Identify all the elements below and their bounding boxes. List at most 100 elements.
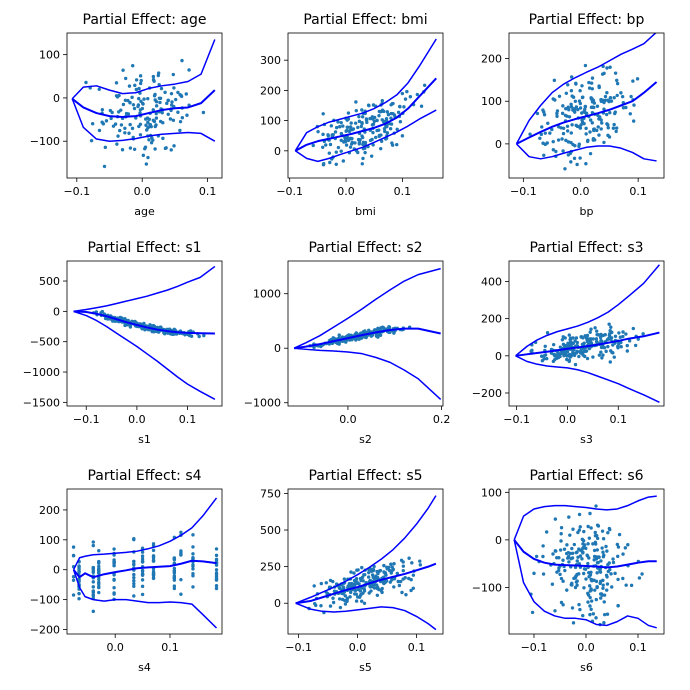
- upper-bound-line: [513, 495, 657, 541]
- scatter-point: [632, 103, 636, 107]
- scatter-point: [621, 330, 625, 334]
- scatter-point: [411, 573, 416, 577]
- scatter-point: [132, 562, 136, 567]
- scatter-point: [71, 575, 76, 579]
- scatter-point: [566, 556, 570, 560]
- scatter-point: [602, 612, 607, 617]
- scatter-point: [154, 104, 159, 108]
- scatter-point: [539, 132, 544, 137]
- scatter-point: [169, 148, 173, 152]
- scatter-point: [377, 134, 381, 139]
- scatter-point: [566, 105, 570, 109]
- lower-bound-line: [294, 109, 437, 163]
- scatter-point: [380, 325, 385, 329]
- scatter-point: [133, 83, 137, 88]
- scatter-point: [91, 585, 95, 589]
- scatter-point: [535, 111, 540, 116]
- scatter-point: [130, 126, 135, 131]
- scatter-point: [572, 542, 577, 547]
- scatter-point: [389, 122, 394, 126]
- scatter-point: [389, 562, 393, 566]
- scatter-point: [77, 597, 81, 601]
- scatter-point: [619, 91, 623, 95]
- scatter-point: [355, 581, 359, 586]
- scatter-point: [635, 77, 640, 81]
- scatter-point: [616, 577, 620, 582]
- scatter-point: [567, 108, 571, 112]
- scatter-point: [132, 584, 136, 588]
- scatter-series: [311, 83, 427, 167]
- scatter-point: [599, 127, 603, 131]
- scatter-point: [113, 122, 118, 126]
- scatter-point: [559, 532, 563, 536]
- scatter-point: [581, 95, 585, 99]
- scatter-point: [405, 89, 409, 94]
- scatter-point: [339, 138, 343, 143]
- scatter-point: [600, 121, 604, 125]
- scatter-point: [580, 84, 584, 88]
- scatter-point: [152, 79, 156, 83]
- scatter-point: [356, 150, 360, 155]
- scatter-point: [564, 107, 568, 111]
- scatter-point: [385, 131, 390, 135]
- y-tick-label: 1000: [253, 288, 281, 301]
- scatter-point: [568, 336, 573, 341]
- scatter-point: [141, 153, 146, 158]
- scatter-point: [112, 560, 116, 564]
- scatter-point: [191, 585, 195, 589]
- scatter-point: [161, 136, 165, 141]
- scatter-point: [553, 609, 557, 613]
- scatter-point: [132, 559, 136, 564]
- scatter-point: [71, 545, 76, 549]
- scatter-point: [552, 352, 556, 357]
- scatter-point: [616, 346, 620, 350]
- scatter-point: [557, 556, 561, 560]
- scatter-point: [625, 349, 630, 353]
- scatter-point: [580, 118, 584, 122]
- scatter-point: [532, 571, 536, 576]
- scatter-point: [641, 332, 645, 336]
- subplot-title: Partial Effect: bmi: [303, 12, 427, 28]
- axes-frame: [287, 260, 444, 407]
- scatter-point: [607, 99, 611, 104]
- scatter-point: [573, 576, 577, 580]
- scatter-point: [191, 556, 195, 560]
- y-tick-label: 0: [495, 534, 502, 547]
- scatter-point: [151, 108, 155, 112]
- scatter-point: [593, 326, 597, 330]
- scatter-point: [553, 357, 557, 362]
- scatter-point: [599, 338, 603, 343]
- scatter-point: [374, 583, 379, 587]
- scatter-point: [338, 605, 343, 610]
- scatter-point: [380, 108, 385, 112]
- scatter-point: [625, 343, 629, 348]
- scatter-point: [582, 543, 587, 547]
- axes-frame: [66, 32, 223, 179]
- scatter-point: [604, 112, 609, 117]
- scatter-point: [619, 340, 623, 345]
- scatter-point: [584, 546, 588, 551]
- scatter-point: [569, 160, 573, 164]
- fit-line: [516, 81, 658, 145]
- scatter-point: [605, 91, 609, 95]
- scatter-point: [71, 554, 76, 558]
- scatter-point: [354, 108, 358, 113]
- scatter-point: [585, 553, 589, 557]
- plot-area: [513, 495, 657, 629]
- scatter-point: [569, 131, 573, 135]
- scatter-point: [357, 140, 362, 145]
- scatter-point: [127, 84, 132, 88]
- scatter-point: [586, 600, 590, 604]
- scatter-point: [609, 325, 613, 329]
- scatter-point: [576, 107, 580, 112]
- scatter-point: [214, 568, 219, 572]
- scatter-point: [633, 343, 638, 348]
- scatter-point: [180, 58, 184, 63]
- y-tick-label: 0: [274, 145, 281, 158]
- scatter-point: [565, 543, 569, 547]
- y-tick-label: −100: [30, 135, 60, 148]
- scatter-point: [154, 100, 159, 104]
- scatter-point: [214, 583, 219, 588]
- scatter-point: [391, 111, 395, 116]
- y-tick-label: 200: [481, 313, 502, 326]
